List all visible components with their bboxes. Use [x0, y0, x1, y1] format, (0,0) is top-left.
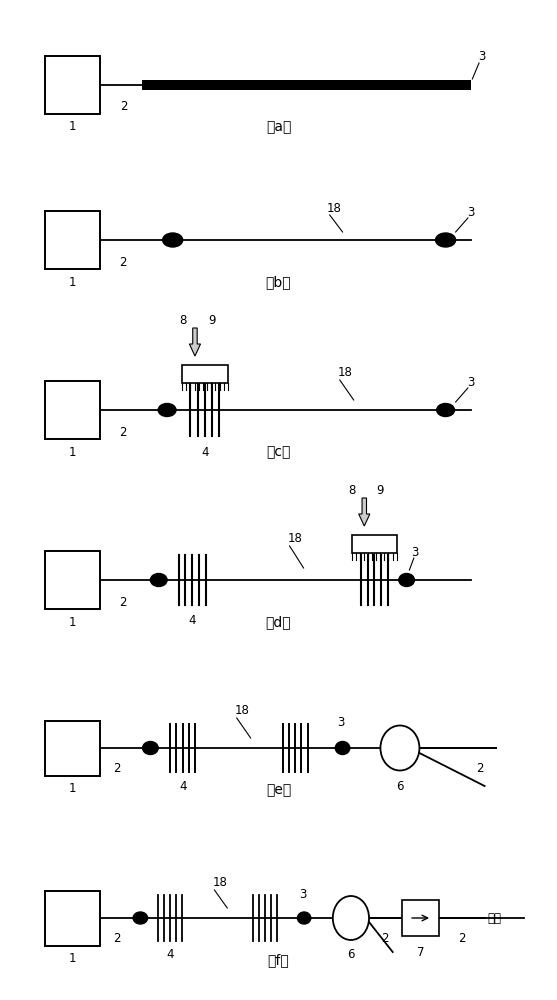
Ellipse shape	[158, 403, 176, 416]
Text: 18: 18	[235, 704, 250, 716]
Text: 9: 9	[376, 484, 384, 496]
Text: 4: 4	[201, 446, 209, 459]
Text: 2: 2	[119, 596, 126, 608]
Text: 2: 2	[382, 932, 389, 946]
Text: 4: 4	[166, 948, 174, 960]
Bar	[182, 365, 228, 383]
Polygon shape	[189, 328, 201, 356]
Bar	[45, 381, 100, 439]
Ellipse shape	[333, 896, 369, 940]
Text: 8: 8	[179, 314, 187, 326]
Text: 输出: 输出	[487, 912, 501, 924]
Text: （a）: （a）	[266, 120, 291, 134]
Ellipse shape	[133, 912, 148, 924]
Text: 18: 18	[327, 202, 341, 215]
Text: 2: 2	[113, 932, 121, 946]
Text: （d）: （d）	[266, 615, 291, 629]
Text: 3: 3	[299, 888, 306, 900]
Bar	[45, 56, 100, 114]
Text: 2: 2	[120, 101, 128, 113]
Bar	[45, 551, 100, 609]
Text: 2: 2	[476, 762, 484, 776]
Text: 3: 3	[478, 50, 486, 63]
Text: 18: 18	[288, 532, 302, 544]
Bar	[45, 720, 100, 776]
Ellipse shape	[150, 574, 167, 586]
Text: 2: 2	[458, 932, 465, 946]
Text: 6: 6	[347, 948, 355, 960]
Text: 3: 3	[467, 206, 475, 219]
Text: 1: 1	[69, 120, 76, 133]
Text: 18: 18	[338, 365, 353, 378]
Text: 3: 3	[467, 375, 475, 388]
Text: 6: 6	[396, 780, 404, 792]
Text: （f）: （f）	[267, 953, 290, 967]
Text: 3: 3	[337, 716, 345, 730]
Text: 1: 1	[69, 615, 76, 629]
Text: 2: 2	[113, 762, 121, 776]
Bar	[402, 900, 439, 936]
Text: 1: 1	[69, 952, 76, 964]
Ellipse shape	[437, 403, 455, 416]
Text: （c）: （c）	[266, 445, 291, 459]
Text: 7: 7	[417, 946, 424, 958]
Text: 4: 4	[188, 613, 196, 626]
Text: 4: 4	[179, 780, 187, 792]
Ellipse shape	[297, 912, 311, 924]
Text: 18: 18	[213, 876, 227, 888]
Bar	[45, 211, 100, 269]
Text: 2: 2	[119, 255, 126, 268]
Text: 1: 1	[69, 782, 76, 794]
Text: （b）: （b）	[266, 275, 291, 289]
Text: （e）: （e）	[266, 783, 291, 797]
Ellipse shape	[335, 742, 350, 754]
Ellipse shape	[380, 726, 419, 770]
Bar	[45, 890, 100, 946]
Ellipse shape	[163, 233, 183, 247]
Polygon shape	[359, 498, 370, 526]
Text: 8: 8	[348, 484, 356, 496]
Ellipse shape	[399, 574, 414, 586]
Text: 1: 1	[69, 446, 76, 459]
Bar	[352, 535, 397, 553]
Bar	[142, 80, 471, 90]
Text: 1: 1	[69, 275, 76, 288]
Text: 3: 3	[411, 546, 419, 558]
Ellipse shape	[436, 233, 456, 247]
Text: 2: 2	[119, 426, 126, 438]
Ellipse shape	[143, 742, 158, 754]
Text: 9: 9	[208, 314, 216, 326]
